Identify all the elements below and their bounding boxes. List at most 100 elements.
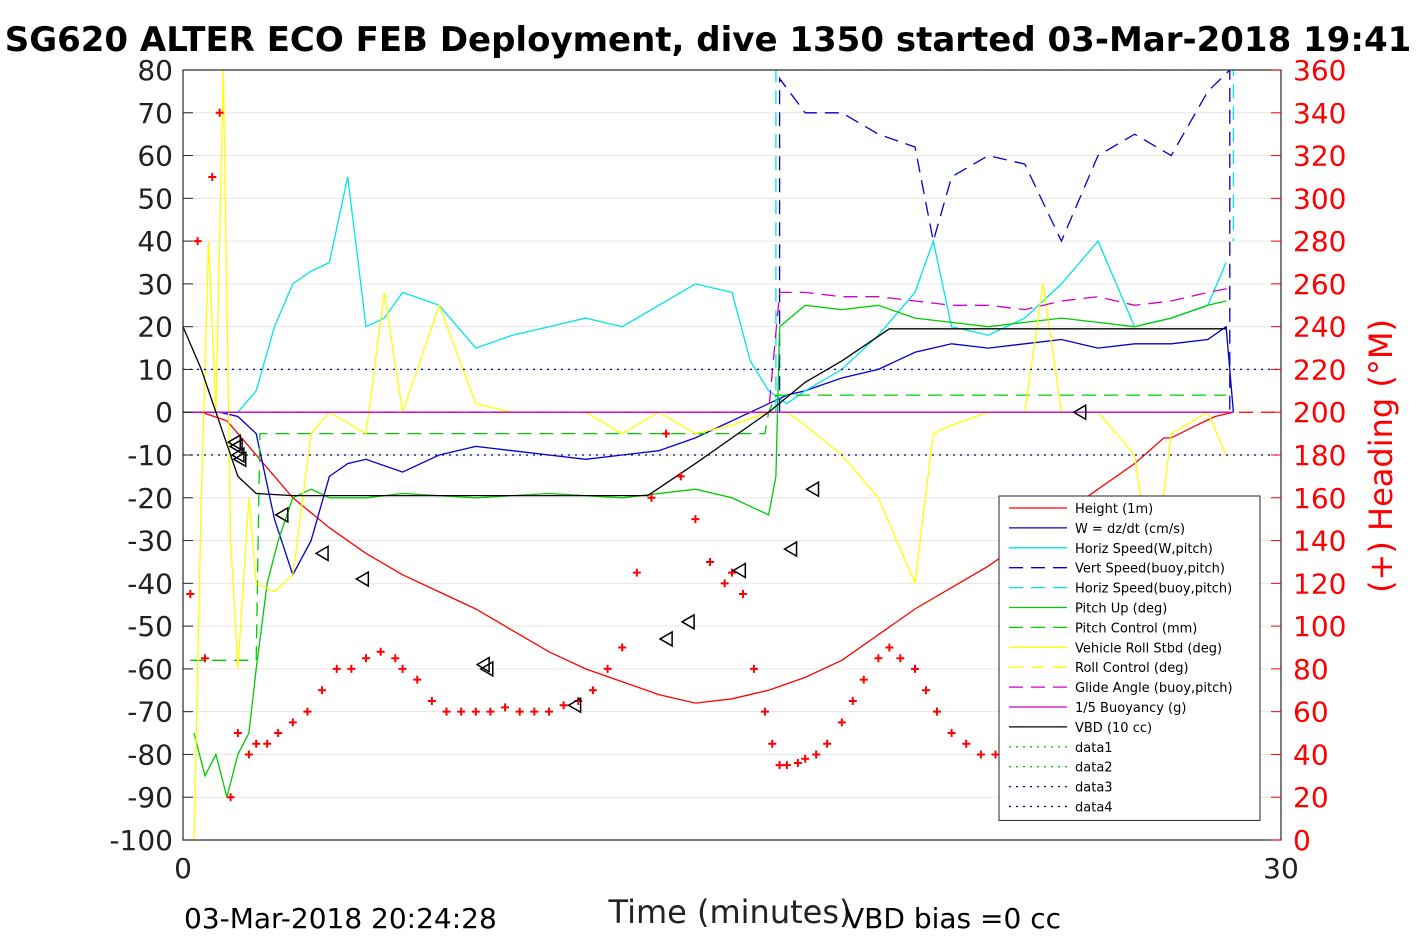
y-tick-label: 50 bbox=[137, 182, 173, 215]
legend-label: Horiz Speed(W,pitch) bbox=[1075, 542, 1213, 557]
legend-label: Horiz Speed(buoy,pitch) bbox=[1075, 582, 1232, 597]
y-right-tick-label: 240 bbox=[1293, 311, 1346, 344]
heading-point bbox=[226, 793, 235, 802]
y-tick-label: -40 bbox=[127, 567, 173, 600]
triangle-marker bbox=[805, 480, 820, 498]
y-tick-label: 60 bbox=[137, 140, 173, 173]
heading-point bbox=[486, 707, 495, 716]
heading-point bbox=[921, 686, 930, 695]
heading-point bbox=[676, 472, 685, 481]
y-right-tick-label: 140 bbox=[1293, 525, 1346, 558]
heading-point bbox=[911, 664, 919, 673]
heading-point bbox=[618, 643, 627, 652]
heading-point bbox=[362, 654, 370, 663]
heading-point bbox=[471, 707, 480, 716]
y-right-tick-label: 0 bbox=[1293, 824, 1311, 857]
y-right-tick-label: 100 bbox=[1293, 610, 1346, 643]
y-tick-label: -60 bbox=[127, 653, 173, 686]
heading-point bbox=[186, 590, 195, 599]
y-tick-label: -10 bbox=[127, 439, 173, 472]
series-line-horiz-speed-buoy-pitch bbox=[775, 70, 1235, 413]
series-line-vehicle-roll-stbd-deg bbox=[193, 70, 1227, 840]
heading-point bbox=[427, 696, 436, 705]
heading-point bbox=[812, 750, 821, 759]
y-right-tick-label: 120 bbox=[1293, 567, 1346, 600]
series-line-horiz-speed-w-pitch bbox=[201, 176, 1227, 413]
heading-point bbox=[859, 675, 868, 684]
legend-label: data4 bbox=[1075, 801, 1113, 816]
triangle-marker bbox=[1072, 403, 1087, 421]
heading-point bbox=[288, 718, 297, 727]
heading-point bbox=[991, 750, 1000, 759]
legend-label: Pitch Control (mm) bbox=[1075, 621, 1197, 636]
heading-point bbox=[782, 761, 791, 770]
right-axis-label: (+) Heading (°M) bbox=[1362, 319, 1400, 593]
heading-point bbox=[662, 429, 671, 438]
y-tick-label: 40 bbox=[137, 225, 173, 258]
heading-point bbox=[442, 707, 451, 716]
y-tick-label: 10 bbox=[137, 353, 173, 386]
triangle-marker bbox=[226, 433, 241, 451]
heading-point bbox=[391, 654, 400, 663]
heading-point bbox=[738, 590, 747, 599]
heading-point bbox=[332, 664, 341, 673]
heading-point bbox=[632, 568, 641, 577]
y-tick-label: 20 bbox=[137, 311, 173, 344]
chart-title: SG620 ALTER ECO FEB Deployment, dive 135… bbox=[5, 20, 1412, 60]
legend-box bbox=[998, 495, 1261, 821]
y-right-tick-label: 60 bbox=[1293, 696, 1329, 729]
legend-label: 1/5 Buoyancy (g) bbox=[1075, 701, 1186, 716]
heading-point bbox=[233, 729, 242, 738]
heading-point bbox=[263, 739, 272, 748]
y-right-tick-label: 160 bbox=[1293, 482, 1346, 515]
heading-point bbox=[215, 108, 224, 117]
heading-point bbox=[515, 707, 524, 716]
heading-point bbox=[749, 664, 758, 673]
heading-point bbox=[896, 654, 905, 663]
heading-point bbox=[706, 557, 715, 566]
heading-point bbox=[603, 664, 612, 673]
triangle-marker bbox=[230, 446, 245, 464]
legend-label: Vehicle Roll Stbd (deg) bbox=[1075, 641, 1222, 656]
y-tick-label: -80 bbox=[127, 738, 173, 771]
triangle-marker bbox=[232, 450, 247, 468]
y-tick-label: -70 bbox=[127, 696, 173, 729]
series-line-pitch-up-deg bbox=[193, 300, 1227, 798]
y-right-tick-label: 40 bbox=[1293, 738, 1329, 771]
heading-point bbox=[208, 172, 217, 181]
heading-point bbox=[501, 703, 510, 712]
heading-point bbox=[768, 739, 777, 748]
heading-point bbox=[274, 729, 283, 738]
heading-point bbox=[874, 654, 883, 663]
triangle-marker bbox=[731, 562, 747, 579]
y-right-tick-label: 80 bbox=[1293, 653, 1329, 686]
y-right-tick-label: 340 bbox=[1293, 97, 1346, 130]
y-tick-label: -50 bbox=[127, 610, 173, 643]
heading-point bbox=[720, 579, 729, 588]
heading-point bbox=[413, 675, 422, 684]
heading-point bbox=[885, 643, 894, 652]
y-right-tick-label: 260 bbox=[1293, 268, 1346, 301]
y-right-tick-label: 360 bbox=[1293, 54, 1346, 87]
triangle-marker bbox=[314, 545, 329, 562]
y-tick-label: 80 bbox=[137, 54, 173, 87]
heading-point bbox=[318, 686, 327, 695]
heading-point bbox=[530, 707, 539, 716]
legend-label: Height (1m) bbox=[1075, 502, 1153, 517]
legend-label: Glide Angle (buoy,pitch) bbox=[1075, 681, 1233, 696]
triangle-marker bbox=[354, 570, 370, 588]
axes: 80706050403020100-10-20-30-40-50-60-70-8… bbox=[109, 54, 1346, 885]
heading-point bbox=[962, 739, 971, 748]
legend-label: Vert Speed(buoy,pitch) bbox=[1075, 562, 1225, 577]
x-tick-label: 30 bbox=[1263, 852, 1299, 885]
heading-point bbox=[303, 707, 312, 716]
legend-label: VBD (10 cc) bbox=[1075, 721, 1152, 736]
series-line-vbd-10-cc bbox=[183, 326, 1227, 497]
heading-point bbox=[793, 759, 802, 767]
x-tick-label: 0 bbox=[174, 852, 192, 885]
y-right-tick-label: 220 bbox=[1293, 353, 1346, 386]
y-tick-label: -20 bbox=[127, 482, 173, 515]
heading-point bbox=[200, 654, 209, 663]
heading-point bbox=[801, 754, 810, 763]
y-right-tick-label: 320 bbox=[1293, 140, 1346, 173]
